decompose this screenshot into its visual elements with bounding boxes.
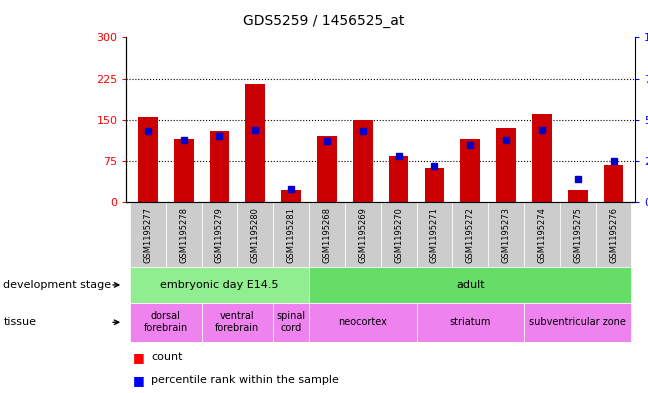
Text: GDS5259 / 1456525_at: GDS5259 / 1456525_at (243, 13, 405, 28)
Text: GSM1195277: GSM1195277 (143, 207, 152, 263)
Bar (309, 303, 417, 342)
Text: ventral
forebrain: ventral forebrain (215, 312, 260, 333)
Text: dorsal
forebrain: dorsal forebrain (144, 312, 188, 333)
Text: development stage: development stage (3, 280, 111, 290)
Text: GSM1195268: GSM1195268 (323, 207, 332, 263)
Bar (130, 202, 166, 267)
Text: adult: adult (456, 280, 485, 290)
Bar (417, 202, 452, 267)
Text: GSM1195274: GSM1195274 (537, 207, 546, 263)
Bar (130, 303, 202, 342)
Bar (417, 303, 524, 342)
Text: GSM1195275: GSM1195275 (573, 207, 582, 263)
Bar (273, 202, 309, 267)
Bar (130, 267, 309, 303)
Bar (237, 202, 273, 267)
Bar (353, 120, 373, 202)
Bar (281, 190, 301, 202)
Text: GSM1195272: GSM1195272 (466, 207, 475, 263)
Bar (210, 131, 229, 202)
Bar (345, 202, 380, 267)
Text: ■: ■ (133, 351, 145, 364)
Text: neocortex: neocortex (338, 317, 388, 327)
Text: spinal
cord: spinal cord (277, 312, 306, 333)
Bar (461, 139, 480, 202)
Text: GSM1195278: GSM1195278 (179, 207, 188, 263)
Bar (424, 168, 445, 202)
Text: count: count (151, 352, 183, 362)
Bar (488, 202, 524, 267)
Text: GSM1195271: GSM1195271 (430, 207, 439, 263)
Bar (174, 139, 194, 202)
Bar (138, 117, 157, 202)
Bar (496, 128, 516, 202)
Bar (532, 114, 551, 202)
Bar (389, 156, 408, 202)
Bar (309, 267, 631, 303)
Bar (202, 303, 273, 342)
Bar (381, 202, 417, 267)
Bar (524, 202, 560, 267)
Bar (560, 202, 596, 267)
Bar (309, 202, 345, 267)
Text: GSM1195279: GSM1195279 (215, 207, 224, 263)
Text: percentile rank within the sample: percentile rank within the sample (151, 375, 339, 385)
Bar (273, 303, 309, 342)
Bar (452, 202, 488, 267)
Text: striatum: striatum (450, 317, 491, 327)
Bar (317, 136, 337, 202)
Bar (596, 202, 631, 267)
Text: GSM1195270: GSM1195270 (394, 207, 403, 263)
Bar (568, 190, 588, 202)
Text: GSM1195280: GSM1195280 (251, 207, 260, 263)
Text: subventricular zone: subventricular zone (529, 317, 626, 327)
Bar (524, 303, 631, 342)
Bar (246, 84, 265, 202)
Bar (202, 202, 237, 267)
Text: GSM1195269: GSM1195269 (358, 207, 367, 263)
Bar (604, 165, 623, 202)
Text: GSM1195281: GSM1195281 (286, 207, 295, 263)
Text: GSM1195273: GSM1195273 (502, 207, 511, 263)
Text: embryonic day E14.5: embryonic day E14.5 (160, 280, 279, 290)
Text: ■: ■ (133, 374, 145, 387)
Bar (166, 202, 202, 267)
Text: GSM1195276: GSM1195276 (609, 207, 618, 263)
Text: tissue: tissue (3, 317, 36, 327)
